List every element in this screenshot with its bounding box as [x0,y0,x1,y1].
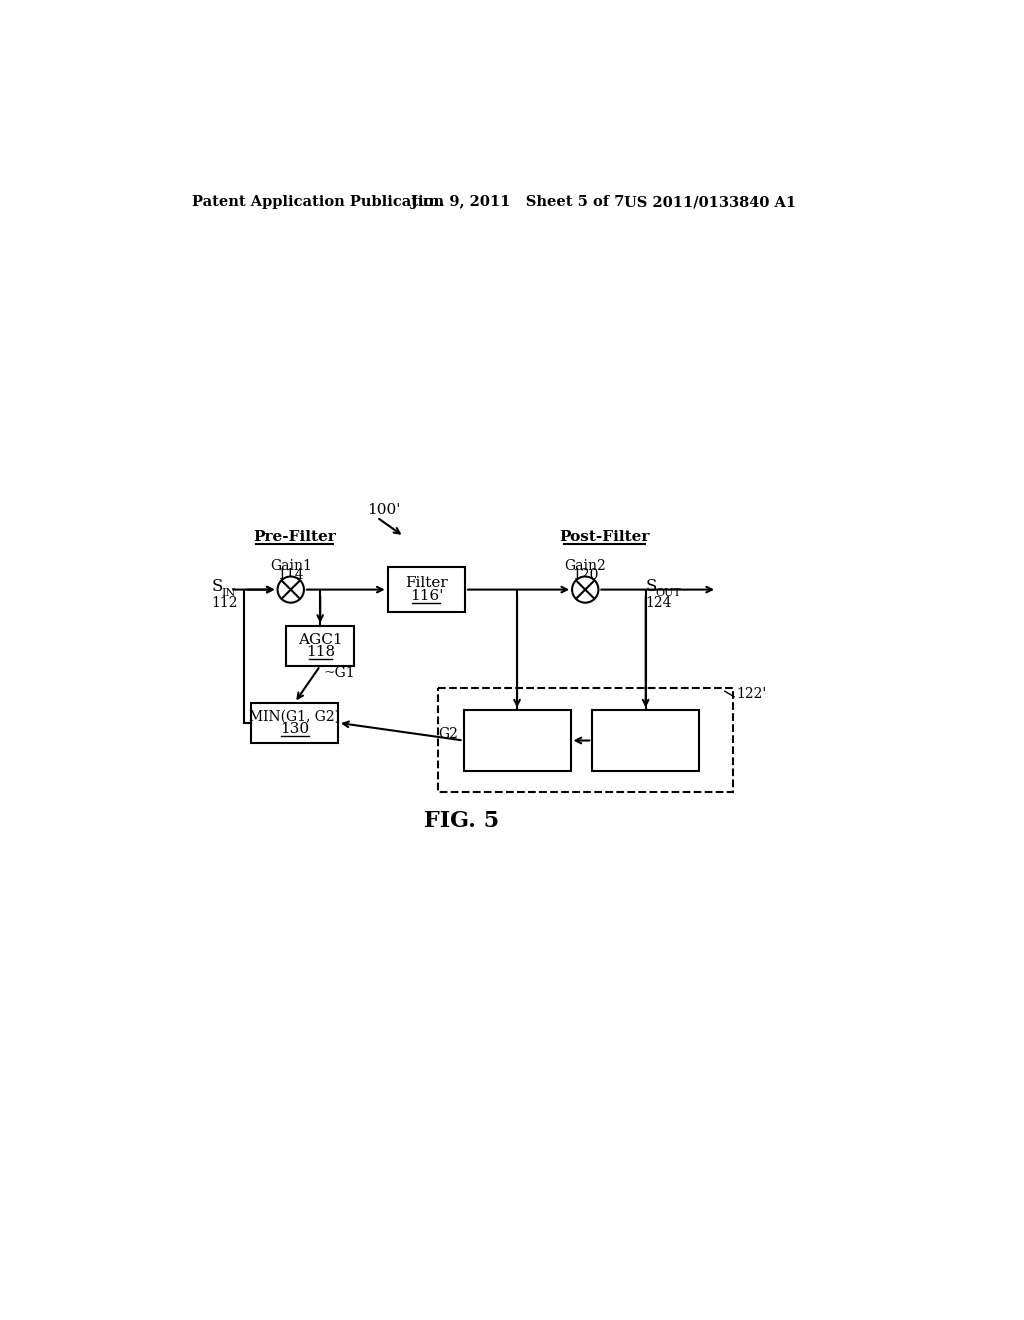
Text: Pre-Filter: Pre-Filter [253,531,336,544]
Text: S: S [212,578,223,595]
Text: 120: 120 [572,568,598,582]
Text: 122B: 122B [628,747,664,760]
Text: Jun. 9, 2011   Sheet 5 of 7: Jun. 9, 2011 Sheet 5 of 7 [411,195,625,210]
Text: OUT: OUT [655,589,682,598]
Bar [251,702,338,743]
Text: 100': 100' [367,503,400,516]
Text: AGC1: AGC1 [298,632,342,647]
Text: AGC2: AGC2 [625,723,668,737]
Text: IN: IN [221,589,236,598]
Text: 124: 124 [646,595,672,610]
Text: G2: G2 [438,727,458,742]
Text: AGC2: AGC2 [496,723,539,737]
Text: Gain2: Gain2 [564,560,606,573]
Text: PreFilter_Gain: PreFilter_Gain [465,734,568,748]
Text: MIN(G1, G2): MIN(G1, G2) [249,710,340,723]
Text: 130: 130 [280,722,309,737]
Bar [388,568,465,612]
Text: ~G1: ~G1 [324,665,355,680]
Text: 112: 112 [211,595,238,610]
Text: Patent Application Publication: Patent Application Publication [191,195,443,210]
Text: 114: 114 [278,568,304,582]
Text: 122A: 122A [499,747,536,760]
Text: S: S [646,578,657,595]
Text: Post-Filter: Post-Filter [559,531,650,544]
Text: Gain1: Gain1 [269,560,311,573]
Circle shape [572,577,598,603]
Bar [464,710,570,771]
Text: PostFilter_Gain: PostFilter_Gain [591,734,700,748]
Bar [592,710,699,771]
Text: Filter: Filter [406,576,447,590]
Bar [286,626,354,665]
Circle shape [278,577,304,603]
Text: US 2011/0133840 A1: US 2011/0133840 A1 [624,195,796,210]
Bar [438,688,732,792]
Text: 118: 118 [305,645,335,659]
Text: 122': 122' [736,688,767,701]
Text: FIG. 5: FIG. 5 [424,809,499,832]
Text: 116': 116' [410,589,443,603]
